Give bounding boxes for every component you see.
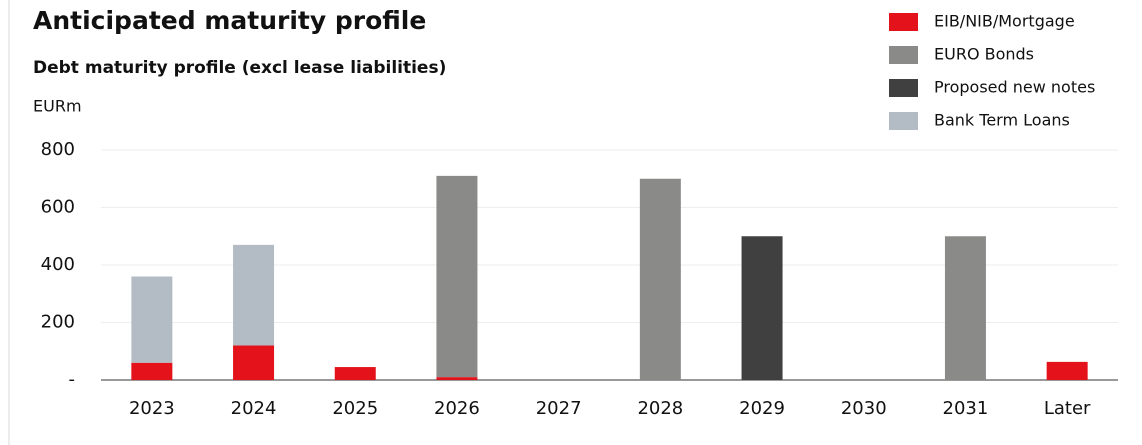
legend-swatch [889, 13, 918, 31]
bar-segment [233, 345, 275, 380]
bar-segment [436, 175, 478, 378]
bar-segment [944, 236, 986, 380]
chart-subtitle: Debt maturity profile (excl lease liabil… [33, 58, 446, 78]
bar-segment [233, 244, 275, 346]
x-tick-label: 2029 [739, 398, 785, 419]
bar-segment [334, 367, 376, 380]
y-tick-label: - [69, 369, 76, 390]
x-tick-label: 2027 [536, 398, 582, 419]
legend-label: Proposed new notes [934, 78, 1095, 97]
y-axis-label: EURm [33, 97, 82, 116]
x-tick-label: Later [1044, 398, 1091, 419]
bar-segment [131, 362, 173, 380]
y-tick-label: 400 [41, 254, 75, 275]
x-tick-label: 2026 [434, 398, 480, 419]
x-tick-label: 2031 [943, 398, 989, 419]
legend-swatch [889, 112, 918, 130]
x-tick-label: 2028 [637, 398, 683, 419]
legend-swatch [889, 46, 918, 64]
bar-segment [131, 276, 173, 363]
y-tick-label: 200 [41, 312, 75, 333]
x-tick-label: 2023 [129, 398, 175, 419]
bar-segment [741, 236, 783, 380]
y-tick-label: 600 [41, 197, 75, 218]
x-tick-label: 2024 [231, 398, 277, 419]
x-tick-label: 2030 [841, 398, 887, 419]
legend-label: Bank Term Loans [934, 111, 1070, 130]
legend-label: EIB/NIB/Mortgage [934, 12, 1075, 31]
legend-label: EURO Bonds [934, 45, 1034, 64]
legend-swatch [889, 79, 918, 97]
bar-segment [436, 377, 478, 380]
bar-segment [1046, 361, 1088, 380]
x-tick-label: 2025 [332, 398, 378, 419]
chart-title: Anticipated maturity profile [33, 6, 426, 35]
bar-segment [639, 178, 681, 380]
y-tick-label: 800 [41, 139, 75, 160]
